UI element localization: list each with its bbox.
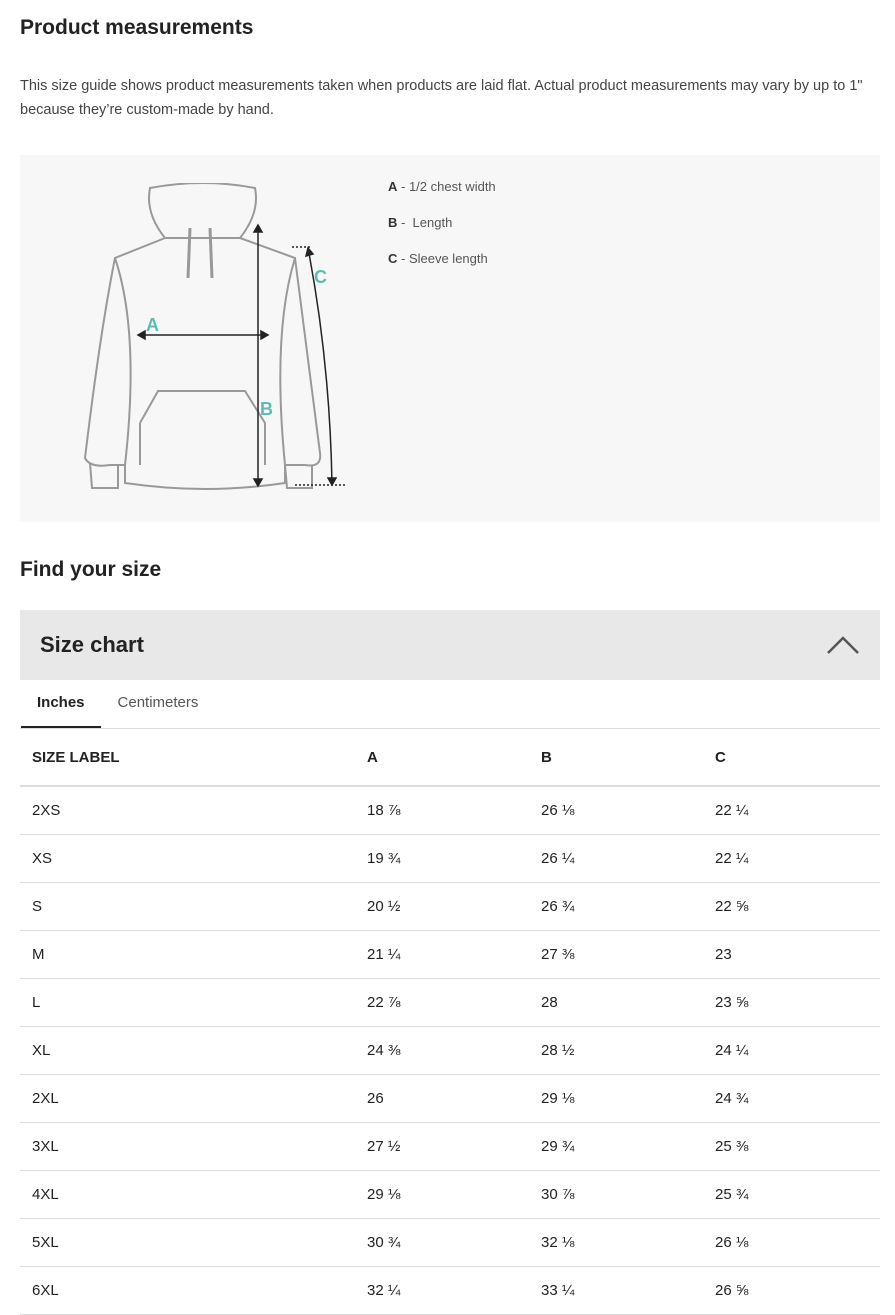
- legend-key: C: [388, 251, 398, 266]
- legend-text: - Sleeve length: [397, 251, 488, 266]
- table-cell: 25 ⅜: [703, 1122, 880, 1171]
- table-row: XS 19 ¾ 26 ¼ 22 ¼: [20, 834, 880, 883]
- table-cell: 20 ½: [355, 882, 529, 931]
- legend-text: - 1/2 chest width: [397, 179, 496, 194]
- unit-tabs: Inches Centimeters: [20, 680, 880, 729]
- table-row: S 20 ½ 26 ¾ 22 ⅝: [20, 882, 880, 931]
- table-cell: 24 ¼: [703, 1026, 880, 1075]
- chevron-up-icon[interactable]: [826, 635, 860, 655]
- table-cell: 23: [703, 930, 880, 979]
- measurement-illustration: A B C A - 1/2 chest width B - Length C -…: [20, 155, 880, 522]
- table-cell: 28: [529, 978, 703, 1027]
- table-cell: 18 ⅞: [355, 786, 529, 835]
- find-size-heading: Find your size: [20, 558, 162, 581]
- table-cell: 26 ¼: [529, 834, 703, 883]
- tab-inches[interactable]: Inches: [21, 680, 101, 728]
- table-cell: 5XL: [20, 1218, 355, 1267]
- table-cell: 3XL: [20, 1122, 355, 1171]
- table-row: XL 24 ⅜ 28 ½ 24 ¼: [20, 1026, 880, 1075]
- table-cell: 6XL: [20, 1266, 355, 1315]
- accordion-title: Size chart: [40, 632, 144, 657]
- table-row: L 22 ⅞ 28 23 ⅝: [20, 978, 880, 1027]
- table-cell: 30 ¾: [355, 1218, 529, 1267]
- legend-text: - Length: [397, 215, 453, 230]
- description: This size guide shows product measuremen…: [20, 78, 863, 118]
- table-cell: 24 ¾: [703, 1074, 880, 1123]
- table-row: M 21 ¼ 27 ⅜ 23: [20, 930, 880, 979]
- table-cell: 19 ¾: [355, 834, 529, 883]
- hoodie-diagram-icon: A B C: [83, 183, 345, 490]
- tab-centimeters[interactable]: Centimeters: [117, 694, 199, 711]
- table-cell: 24 ⅜: [355, 1026, 529, 1075]
- column-header: A: [355, 729, 529, 787]
- table-cell: 26 ⅝: [703, 1266, 880, 1315]
- column-header: C: [703, 729, 880, 787]
- table-cell: 21 ¼: [355, 930, 529, 979]
- table-row: 2XL 26 29 ⅛ 24 ¾: [20, 1074, 880, 1123]
- table-cell: 33 ¼: [529, 1266, 703, 1315]
- table-cell: 22 ⅝: [703, 882, 880, 931]
- table-cell: 22 ¼: [703, 834, 880, 883]
- table-row: 6XL 32 ¼ 33 ¼ 26 ⅝: [20, 1266, 880, 1315]
- table-cell: 26 ¾: [529, 882, 703, 931]
- table-row: 2XS 18 ⅞ 26 ⅛ 22 ¼: [20, 786, 880, 835]
- table-cell: M: [20, 930, 355, 979]
- table-cell: S: [20, 882, 355, 931]
- label-c: C: [314, 267, 327, 287]
- page-title: Product measurements: [20, 16, 254, 39]
- size-chart-accordion[interactable]: Size chart: [20, 610, 880, 680]
- table-cell: 22 ¼: [703, 786, 880, 835]
- legend-key: A: [388, 179, 398, 194]
- table-cell: 28 ½: [529, 1026, 703, 1075]
- table-cell: XL: [20, 1026, 355, 1075]
- label-a: A: [146, 315, 159, 335]
- table-row: 4XL 29 ⅛ 30 ⅞ 25 ¾: [20, 1170, 880, 1219]
- table-cell: L: [20, 978, 355, 1027]
- legend-key: B: [388, 215, 398, 230]
- table-row: 5XL 30 ¾ 32 ⅛ 26 ⅛: [20, 1218, 880, 1267]
- table-cell: 26 ⅛: [703, 1218, 880, 1267]
- table-cell: 25 ¾: [703, 1170, 880, 1219]
- table-cell: 32 ⅛: [529, 1218, 703, 1267]
- label-b: B: [260, 399, 273, 419]
- table-cell: 23 ⅝: [703, 978, 880, 1027]
- table-cell: 27 ½: [355, 1122, 529, 1171]
- column-header: B: [529, 729, 703, 787]
- table-cell: 4XL: [20, 1170, 355, 1219]
- table-cell: XS: [20, 834, 355, 883]
- legend-item: C - Sleeve length: [388, 251, 496, 287]
- table-cell: 2XS: [20, 786, 355, 835]
- table-cell: 29 ¾: [529, 1122, 703, 1171]
- table-cell: 29 ⅛: [529, 1074, 703, 1123]
- table-cell: 26 ⅛: [529, 786, 703, 835]
- legend-item: A - 1/2 chest width: [388, 179, 496, 215]
- table-cell: 2XL: [20, 1074, 355, 1123]
- column-header: SIZE LABEL: [20, 729, 355, 787]
- table-cell: 29 ⅛: [355, 1170, 529, 1219]
- table-cell: 30 ⅞: [529, 1170, 703, 1219]
- table-cell: 22 ⅞: [355, 978, 529, 1027]
- legend-item: B - Length: [388, 215, 496, 251]
- table-cell: 32 ¼: [355, 1266, 529, 1315]
- measurement-legend: A - 1/2 chest width B - Length C - Sleev…: [388, 179, 496, 287]
- table-cell: 26: [355, 1074, 529, 1123]
- table-cell: 27 ⅜: [529, 930, 703, 979]
- table-row: 3XL 27 ½ 29 ¾ 25 ⅜: [20, 1122, 880, 1171]
